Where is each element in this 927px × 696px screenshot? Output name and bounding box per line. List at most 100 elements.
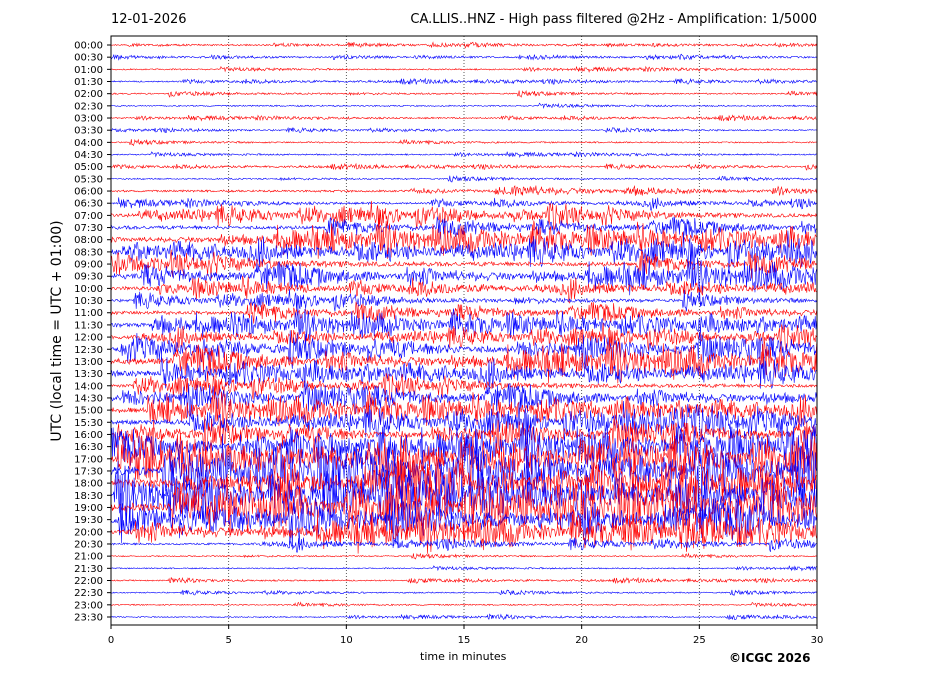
y-tick-label: 02:00 — [74, 89, 103, 100]
y-tick-label: 06:30 — [74, 199, 103, 210]
seismic-trace — [110, 613, 817, 621]
y-tick-label: 08:00 — [74, 235, 103, 246]
seismic-trace — [110, 185, 817, 196]
seismic-trace — [110, 537, 817, 553]
y-tick-label: 14:00 — [74, 381, 103, 392]
seismic-trace — [110, 197, 817, 211]
y-tick-label: 23:00 — [74, 600, 103, 611]
y-tick-label: 12:30 — [74, 345, 103, 356]
y-tick-label: 20:00 — [74, 527, 103, 538]
y-tick-label: 06:00 — [74, 187, 103, 198]
y-tick-label: 16:00 — [74, 430, 103, 441]
seismic-trace — [110, 150, 817, 159]
y-tick-label: 00:00 — [74, 41, 103, 52]
x-tick-label: 5 — [225, 635, 231, 646]
y-tick-label: 07:00 — [74, 211, 103, 222]
y-tick-label: 09:00 — [74, 260, 103, 271]
seismic-trace — [110, 330, 817, 370]
chart-title: CA.LLIS..HNZ - High pass filtered @2Hz -… — [410, 12, 817, 27]
y-tick-label: 22:30 — [74, 588, 103, 599]
seismic-trace — [110, 249, 817, 280]
seismic-trace — [110, 65, 817, 73]
y-tick-label: 13:00 — [74, 357, 103, 368]
y-tick-label: 16:30 — [74, 442, 103, 453]
y-tick-label: 10:30 — [74, 296, 103, 307]
seismic-trace — [110, 306, 817, 342]
seismic-trace — [110, 428, 817, 492]
y-tick-label: 04:30 — [74, 150, 103, 161]
x-tick-label: 20 — [575, 635, 588, 646]
y-tick-label: 23:30 — [74, 613, 103, 624]
y-tick-label: 17:30 — [74, 466, 103, 477]
seismic-trace — [110, 506, 817, 554]
x-tick-label: 10 — [340, 635, 353, 646]
y-tick-label: 10:00 — [74, 284, 103, 295]
y-tick-label: 08:30 — [74, 247, 103, 258]
seismic-trace — [110, 355, 817, 395]
y-tick-label: 07:30 — [74, 223, 103, 234]
seismic-trace — [110, 380, 817, 418]
seismic-trace — [110, 216, 817, 240]
y-tick-label: 03:30 — [74, 126, 103, 137]
y-tick-label: 11:30 — [74, 320, 103, 331]
y-tick-label: 21:30 — [74, 564, 103, 575]
y-tick-label: 05:00 — [74, 162, 103, 173]
seismic-trace — [110, 289, 817, 312]
seismic-trace — [110, 565, 817, 572]
y-tick-label: 05:30 — [74, 174, 103, 185]
seismic-trace — [110, 589, 817, 597]
y-tick-label: 04:00 — [74, 138, 103, 149]
seismic-trace — [110, 53, 817, 61]
seismic-trace — [110, 175, 817, 183]
copyright: ©ICGC 2026 — [729, 651, 811, 665]
seismic-trace — [110, 77, 817, 86]
seismic-trace — [110, 601, 817, 608]
seismic-trace — [110, 200, 817, 231]
y-tick-label: 13:30 — [74, 369, 103, 380]
seismic-trace — [110, 336, 817, 384]
y-tick-label: 22:00 — [74, 576, 103, 587]
y-tick-label: 12:00 — [74, 333, 103, 344]
y-tick-label: 21:00 — [74, 552, 103, 563]
y-tick-label: 17:00 — [74, 454, 103, 465]
seismic-trace — [110, 162, 817, 171]
date-label: 12-01-2026 — [111, 12, 187, 27]
seismic-trace — [110, 126, 817, 134]
y-tick-label: 00:30 — [74, 53, 103, 64]
plot-frame — [110, 35, 818, 626]
x-tick-label: 15 — [458, 635, 471, 646]
y-tick-label: 15:30 — [74, 418, 103, 429]
seismic-trace — [110, 41, 817, 49]
seismic-trace — [110, 230, 817, 273]
seismic-trace — [110, 433, 817, 508]
y-tick-label: 11:00 — [74, 308, 103, 319]
x-axis-label: time in minutes — [420, 650, 507, 663]
x-tick-label: 25 — [693, 635, 706, 646]
seismic-trace — [110, 493, 817, 550]
seismic-trace — [110, 460, 817, 529]
y-tick-label: 20:30 — [74, 539, 103, 550]
x-tick-label: 30 — [811, 635, 824, 646]
seismic-trace — [110, 275, 817, 304]
y-tick-label: 18:00 — [74, 479, 103, 490]
seismic-trace — [110, 415, 817, 455]
y-tick-label: 01:00 — [74, 65, 103, 76]
seismic-trace — [110, 576, 817, 585]
y-tick-label: 15:00 — [74, 406, 103, 417]
seismic-trace — [110, 218, 817, 259]
y-tick-label: 19:30 — [74, 515, 103, 526]
y-tick-label: 03:00 — [74, 114, 103, 125]
seismic-trace — [111, 102, 817, 109]
y-tick-label: 02:30 — [74, 101, 103, 112]
y-tick-label: 18:30 — [74, 491, 103, 502]
y-tick-label: 19:00 — [74, 503, 103, 514]
seismic-trace — [110, 400, 817, 443]
seismic-trace — [110, 90, 817, 98]
y-tick-label: 09:30 — [74, 272, 103, 283]
seismic-trace — [110, 301, 817, 325]
seismic-trace — [110, 138, 817, 147]
x-tick-label: 0 — [108, 635, 114, 646]
seismic-trace — [110, 114, 817, 122]
seismic-trace — [110, 254, 817, 296]
